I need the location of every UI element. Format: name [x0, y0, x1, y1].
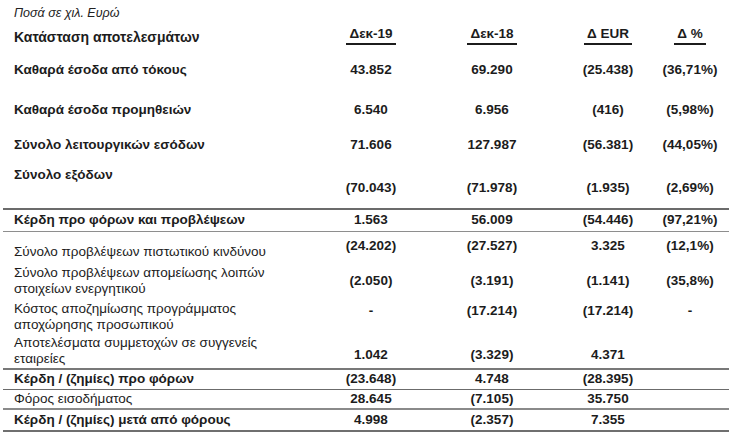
cell-delta-eur: (1.141) [565, 263, 651, 299]
cell-delta-eur: (1.935) [565, 162, 651, 209]
cell-delta-eur: (56.381) [565, 127, 651, 162]
cell-dec18: 56.009 [419, 209, 565, 231]
cell-dec18: 6.956 [419, 92, 565, 127]
cell-delta-pct: (5,98%) [651, 92, 729, 127]
column-header-dec19: Δεκ-19 [323, 22, 419, 48]
cell-dec18: (3.191) [419, 263, 565, 299]
row-label: Σύνολο εξόδων [3, 162, 323, 209]
table-row: Κόστος αποζημίωσης προγράμματος αποχώρησ… [3, 299, 729, 333]
cell-delta-pct: (36,71%) [651, 48, 729, 92]
table-row: Σύνολο εξόδων (70.043) (71.978) (1.935) … [3, 162, 729, 209]
cell-delta-pct: (97,21%) [651, 209, 729, 231]
cell-dec18: (3.329) [419, 333, 565, 369]
row-label: Σύνολο προβλέψεων πιστωτικού κινδύνου [3, 231, 323, 263]
cell-delta-eur: (54.446) [565, 209, 651, 231]
row-label: Καθαρά έσοδα προμηθειών [3, 92, 323, 127]
cell-dec19: 71.606 [323, 127, 419, 162]
cell-delta-eur: (416) [565, 92, 651, 127]
table-row: Καθαρά έσοδα από τόκους 43.852 69.290 (2… [3, 48, 729, 92]
table-row: Αποτελέσματα συμμετοχών σε συγγενείς ετα… [3, 333, 729, 369]
row-label: Κέρδη / (ζημίες) προ φόρων [3, 369, 323, 389]
cell-delta-pct: (35,8%) [651, 263, 729, 299]
cell-dec19: (23.648) [323, 369, 419, 389]
cell-dec18: 127.987 [419, 127, 565, 162]
income-statement-table: Κατάσταση αποτελεσμάτων Δεκ-19 Δεκ-18 Δ … [3, 22, 729, 432]
row-label: Αποτελέσματα συμμετοχών σε συγγενείς ετα… [3, 333, 323, 369]
cell-delta-pct [651, 409, 729, 431]
cell-delta-eur: 35.750 [565, 389, 651, 409]
cell-delta-pct [651, 333, 729, 369]
cell-dec19: 43.852 [323, 48, 419, 92]
cell-delta-pct: - [651, 299, 729, 333]
table-row-subtotal: Κέρδη προ φόρων και προβλέψεων 1.563 56.… [3, 209, 729, 231]
row-label: Σύνολο λειτουργικών εσόδων [3, 127, 323, 162]
cell-dec19: 1.563 [323, 209, 419, 231]
cell-delta-pct: (2,69%) [651, 162, 729, 209]
cell-delta-eur: 4.371 [565, 333, 651, 369]
cell-dec18: (2.357) [419, 409, 565, 431]
row-label: Κέρδη / (ζημίες) μετά από φόρους [3, 409, 323, 431]
column-header-delta-eur: Δ EUR [565, 22, 651, 48]
row-label: Κόστος αποζημίωσης προγράμματος αποχώρησ… [3, 299, 323, 333]
cell-delta-pct: (44,05%) [651, 127, 729, 162]
cell-delta-eur: (25.438) [565, 48, 651, 92]
cell-delta-eur: 3.325 [565, 231, 651, 263]
cell-dec18: (17.214) [419, 299, 565, 333]
column-header-delta-pct: Δ % [651, 22, 729, 48]
table-row: Σύνολο λειτουργικών εσόδων 71.606 127.98… [3, 127, 729, 162]
table-header-row: Κατάσταση αποτελεσμάτων Δεκ-19 Δεκ-18 Δ … [3, 22, 729, 48]
table-row-total: Κέρδη / (ζημίες) μετά από φόρους 4.998 (… [3, 409, 729, 431]
row-label: Κέρδη προ φόρων και προβλέψεων [3, 209, 323, 231]
table-row: Σύνολο προβλέψεων πιστωτικού κινδύνου (2… [3, 231, 729, 263]
cell-delta-pct [651, 369, 729, 389]
cell-dec19: - [323, 299, 419, 333]
cell-dec19: 1.042 [323, 333, 419, 369]
table-row: Φόρος εισοδήματος 28.645 (7.105) 35.750 [3, 389, 729, 409]
units-note: Ποσά σε χιλ. Ευρώ [14, 6, 732, 21]
cell-dec19: (2.050) [323, 263, 419, 299]
cell-dec18: 69.290 [419, 48, 565, 92]
cell-dec19: (24.202) [323, 231, 419, 263]
row-label: Σύνολο προβλέψεων απομείωσης λοιπών στοι… [3, 263, 323, 299]
table-row: Σύνολο προβλέψεων απομείωσης λοιπών στοι… [3, 263, 729, 299]
cell-delta-eur: (17.214) [565, 299, 651, 333]
statement-title: Κατάσταση αποτελεσμάτων [3, 22, 323, 48]
cell-dec18: (7.105) [419, 389, 565, 409]
column-header-dec18: Δεκ-18 [419, 22, 565, 48]
income-statement-page: Ποσά σε χιλ. Ευρώ Κατάσταση αποτελεσμάτω… [0, 0, 735, 438]
row-label: Καθαρά έσοδα από τόκους [3, 48, 323, 92]
cell-dec19: (70.043) [323, 162, 419, 209]
cell-dec18: (27.527) [419, 231, 565, 263]
table-row-subtotal: Κέρδη / (ζημίες) προ φόρων (23.648) 4.74… [3, 369, 729, 389]
cell-dec19: 6.540 [323, 92, 419, 127]
cell-dec18: 4.748 [419, 369, 565, 389]
cell-delta-eur: (28.395) [565, 369, 651, 389]
cell-dec19: 28.645 [323, 389, 419, 409]
cell-delta-pct: (12,1%) [651, 231, 729, 263]
cell-dec19: 4.998 [323, 409, 419, 431]
row-label: Φόρος εισοδήματος [3, 389, 323, 409]
table-row: Καθαρά έσοδα προμηθειών 6.540 6.956 (416… [3, 92, 729, 127]
cell-dec18: (71.978) [419, 162, 565, 209]
cell-delta-pct [651, 389, 729, 409]
cell-delta-eur: 7.355 [565, 409, 651, 431]
